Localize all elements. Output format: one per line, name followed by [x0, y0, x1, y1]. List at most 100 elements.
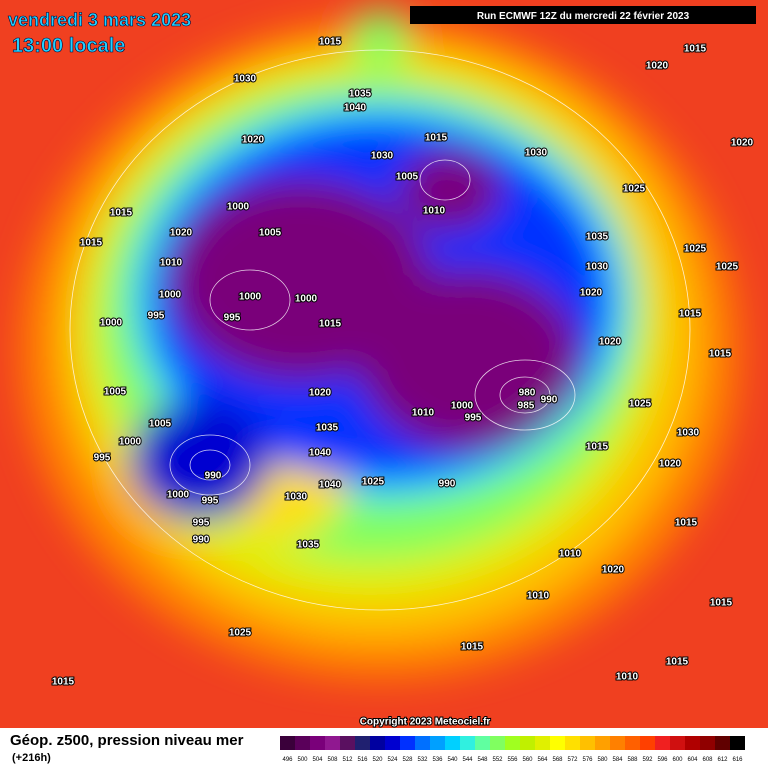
legend-swatch — [475, 736, 490, 750]
pressure-label: 1015 — [425, 133, 448, 144]
pressure-label: 1030 — [586, 262, 609, 273]
pressure-label: 1030 — [677, 428, 700, 439]
pressure-label: 1020 — [170, 228, 193, 239]
field — [20, 10, 740, 680]
pressure-label: 1020 — [309, 388, 332, 399]
legend-label: 536 — [432, 757, 443, 763]
pressure-label: 1015 — [461, 642, 484, 653]
pressure-label: 1015 — [679, 309, 702, 320]
legend: 496 500 504 508 512 516 520 524 528 532 536 540 544 5… — [280, 736, 745, 763]
pressure-label: 1030 — [525, 148, 548, 159]
pressure-label: 1015 — [80, 238, 103, 249]
lead-time: (+216h) — [12, 752, 51, 764]
pressure-label: 1000 — [451, 401, 474, 412]
copyright: Copyright 2023 Meteociel.fr — [360, 717, 491, 728]
legend-swatch — [730, 736, 745, 750]
legend-swatch — [280, 736, 295, 750]
legend-label: 580 — [597, 757, 608, 763]
legend-label: 496 — [282, 757, 293, 763]
pressure-label: 1000 — [159, 290, 182, 301]
pressure-label: 1030 — [234, 74, 257, 85]
legend-label: 604 — [687, 757, 698, 763]
pressure-label: 1015 — [110, 208, 133, 219]
legend-label: 568 — [552, 757, 563, 763]
pressure-label: 1010 — [423, 206, 446, 217]
legend-swatch — [400, 736, 415, 750]
legend-swatch — [460, 736, 475, 750]
pressure-label: 1020 — [599, 337, 622, 348]
pressure-label: 990 — [541, 395, 558, 406]
pressure-label: 1000 — [239, 292, 262, 303]
pressure-label: 1030 — [371, 151, 394, 162]
legend-label: 576 — [582, 757, 593, 763]
pressure-label: 1025 — [684, 244, 707, 255]
legend-label: 532 — [417, 757, 428, 763]
run-label: Run ECMWF 12Z du mercredi 22 février 202… — [477, 11, 690, 22]
legend-swatch — [625, 736, 640, 750]
footer: Géop. z500, pression niveau mer (+216h) … — [10, 732, 745, 764]
legend-label: 504 — [312, 757, 323, 763]
pressure-label: 1000 — [100, 318, 123, 329]
legend-label: 584 — [612, 757, 623, 763]
pressure-label: 1040 — [344, 103, 367, 114]
legend-label: 508 — [327, 757, 338, 763]
pressure-label: 1015 — [319, 37, 342, 48]
pressure-label: 1025 — [623, 184, 646, 195]
pressure-label: 1035 — [349, 89, 372, 100]
pressure-label: 995 — [94, 453, 111, 464]
legend-swatch — [610, 736, 625, 750]
pressure-label: 1020 — [580, 288, 603, 299]
pressure-label: 995 — [224, 313, 241, 324]
legend-swatch — [415, 736, 430, 750]
pressure-label: 995 — [148, 311, 165, 322]
legend-swatch — [310, 736, 325, 750]
pressure-label: 1015 — [684, 44, 707, 55]
pressure-label: 1015 — [52, 677, 75, 688]
legend-label: 612 — [717, 757, 728, 763]
pressure-label: 1040 — [319, 480, 342, 491]
legend-label: 592 — [642, 757, 653, 763]
pressure-label: 1020 — [731, 138, 754, 149]
pressure-label: 1005 — [104, 387, 127, 398]
pressure-label: 1005 — [259, 228, 282, 239]
legend-label: 564 — [537, 757, 548, 763]
legend-label: 572 — [567, 757, 578, 763]
legend-swatch — [325, 736, 340, 750]
pressure-label: 1020 — [602, 565, 625, 576]
legend-swatch — [685, 736, 700, 750]
legend-swatch — [640, 736, 655, 750]
pressure-label: 1005 — [396, 172, 419, 183]
legend-swatch — [385, 736, 400, 750]
legend-swatch — [715, 736, 730, 750]
legend-swatch — [580, 736, 595, 750]
legend-swatch — [490, 736, 505, 750]
legend-label: 616 — [732, 757, 743, 763]
legend-label: 520 — [372, 757, 383, 763]
run-box — [410, 6, 756, 24]
pressure-label: 1040 — [309, 448, 332, 459]
legend-label: 512 — [342, 757, 353, 763]
pressure-label: 1015 — [675, 518, 698, 529]
pressure-label: 995 — [202, 496, 219, 507]
legend-swatch — [445, 736, 460, 750]
pressure-label: 1010 — [559, 549, 582, 560]
pressure-label: 1015 — [709, 349, 732, 360]
pressure-label: 1010 — [616, 672, 639, 683]
legend-label: 600 — [672, 757, 683, 763]
legend-label: 516 — [357, 757, 368, 763]
pressure-label: 995 — [465, 413, 482, 424]
legend-swatch — [535, 736, 550, 750]
pressure-label: 1010 — [160, 258, 183, 269]
legend-swatch — [430, 736, 445, 750]
legend-label: 556 — [507, 757, 518, 763]
legend-swatch — [520, 736, 535, 750]
pressure-label: 1025 — [229, 628, 252, 639]
pressure-label: 1000 — [227, 202, 250, 213]
legend-label: 524 — [387, 757, 398, 763]
pressure-label: 1020 — [242, 135, 265, 146]
pressure-label: 990 — [205, 471, 222, 482]
pressure-label: 985 — [518, 401, 535, 412]
legend-swatch — [370, 736, 385, 750]
